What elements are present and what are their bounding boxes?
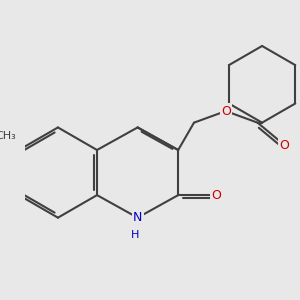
Text: O: O — [280, 139, 290, 152]
Text: O: O — [221, 105, 231, 118]
Text: O: O — [212, 189, 221, 202]
Text: H: H — [131, 230, 140, 240]
Text: CH₃: CH₃ — [0, 131, 16, 142]
Text: N: N — [133, 211, 142, 224]
